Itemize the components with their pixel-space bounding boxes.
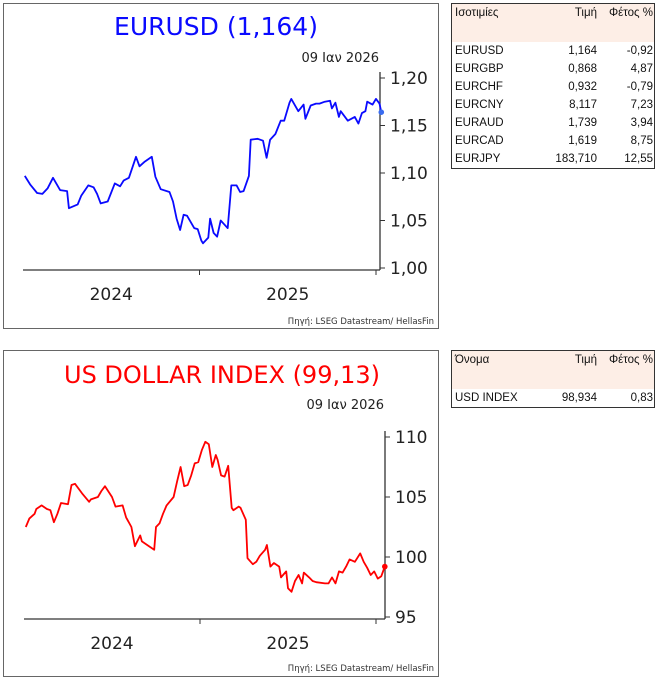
row-name: EURGBP [455,63,504,75]
last-point-marker [378,109,385,115]
y-tick-label: 1,05 [390,212,428,232]
row-price: 1,739 [568,117,597,129]
row-price: 1,619 [568,135,597,147]
eurusd-chart: EURUSD (1,164) 09 Ιαν 2026 Πηγή: LSEG Da… [23,12,434,327]
table-row: EURGBP 0,868 4,87 [452,60,654,78]
table-row: EURUSD 1,164 -0,92 [452,42,654,60]
row-name: EURCNY [455,99,504,111]
row-ytd: -0,92 [626,45,653,57]
date-label: 09 Ιαν 2026 [306,398,384,413]
table-header: Όνομα Τιμή Φέτος % [452,351,654,389]
y-tick-label: 105 [395,488,427,508]
row-price: 8,117 [569,99,597,111]
header-name: Ισοτιμίες [455,7,499,19]
eurusd-chart-panel: EURUSD (1,164) 09 Ιαν 2026 Πηγή: LSEG Da… [3,3,439,329]
row-name: EURJPY [455,153,501,165]
table-header: Ισοτιμίες Τιμή Φέτος % [452,4,654,42]
x-tick-label: 2025 [266,634,309,654]
y-tick-label: 95 [395,608,417,628]
table-row: EURCNY 8,117 7,23 [452,96,654,114]
table-row: USD INDEX 98,934 0,83 [452,389,654,407]
series-line [24,440,386,593]
row-price: 0,868 [568,63,597,75]
y-tick-label: 110 [395,428,427,448]
row-price: 1,164 [568,45,597,57]
dxy-chart: US DOLLAR INDEX (99,13) 09 Ιαν 2026 Πηγή… [24,361,434,674]
row-price: 0,932 [568,81,597,93]
header-name: Όνομα [455,354,490,366]
row-ytd: 12,55 [624,153,653,165]
y-tick-label: 1,00 [390,259,428,279]
fx-table: Ισοτιμίες Τιμή Φέτος % EURUSD 1,164 -0,92 E… [451,3,655,169]
row-name: USD INDEX [455,392,518,404]
series-line [24,98,383,245]
x-tick-label: 2024 [90,285,133,305]
header-price: Τιμή [574,7,597,19]
table-row: EURCHF 0,932 -0,79 [452,78,654,96]
row-name: EURCHF [455,81,503,93]
header-price: Τιμή [574,354,597,366]
last-point-marker [382,563,388,570]
index-table: Όνομα Τιμή Φέτος % USD INDEX 98,934 0,83 [451,350,655,408]
table-row: EURAUD 1,739 3,94 [452,114,654,132]
chart-title: EURUSD (1,164) [114,12,318,41]
row-ytd: -0,79 [626,81,653,93]
row-name: EURUSD [455,45,504,57]
row-price: 98,934 [561,392,597,404]
y-tick-label: 1,15 [390,117,428,137]
header-ytd: Φέτος % [608,354,653,366]
table-row: EURJPY 183,710 12,55 [452,150,654,168]
row-ytd: 0,83 [630,392,653,404]
x-tick-label: 2025 [266,285,309,305]
row-name: EURAUD [455,117,504,129]
y-tick-label: 1,20 [390,69,428,89]
header-ytd: Φέτος % [608,7,653,19]
chart-title: US DOLLAR INDEX (99,13) [64,361,380,389]
dxy-chart-panel: US DOLLAR INDEX (99,13) 09 Ιαν 2026 Πηγή… [3,350,439,677]
table-row: EURCAD 1,619 8,75 [452,132,654,150]
row-ytd: 7,23 [630,99,653,111]
date-label: 09 Ιαν 2026 [301,51,379,66]
row-ytd: 4,87 [630,63,653,75]
row-price: 183,710 [555,153,597,165]
source-label: Πηγή: LSEG Datastream/ HellasFin [288,317,434,327]
y-tick-label: 1,10 [390,164,428,184]
source-label: Πηγή: LSEG Datastream/ HellasFin [288,664,434,674]
x-tick-label: 2024 [90,634,133,654]
row-name: EURCAD [455,135,504,147]
row-ytd: 3,94 [630,117,653,129]
y-tick-label: 100 [395,548,427,568]
row-ytd: 8,75 [630,135,653,147]
